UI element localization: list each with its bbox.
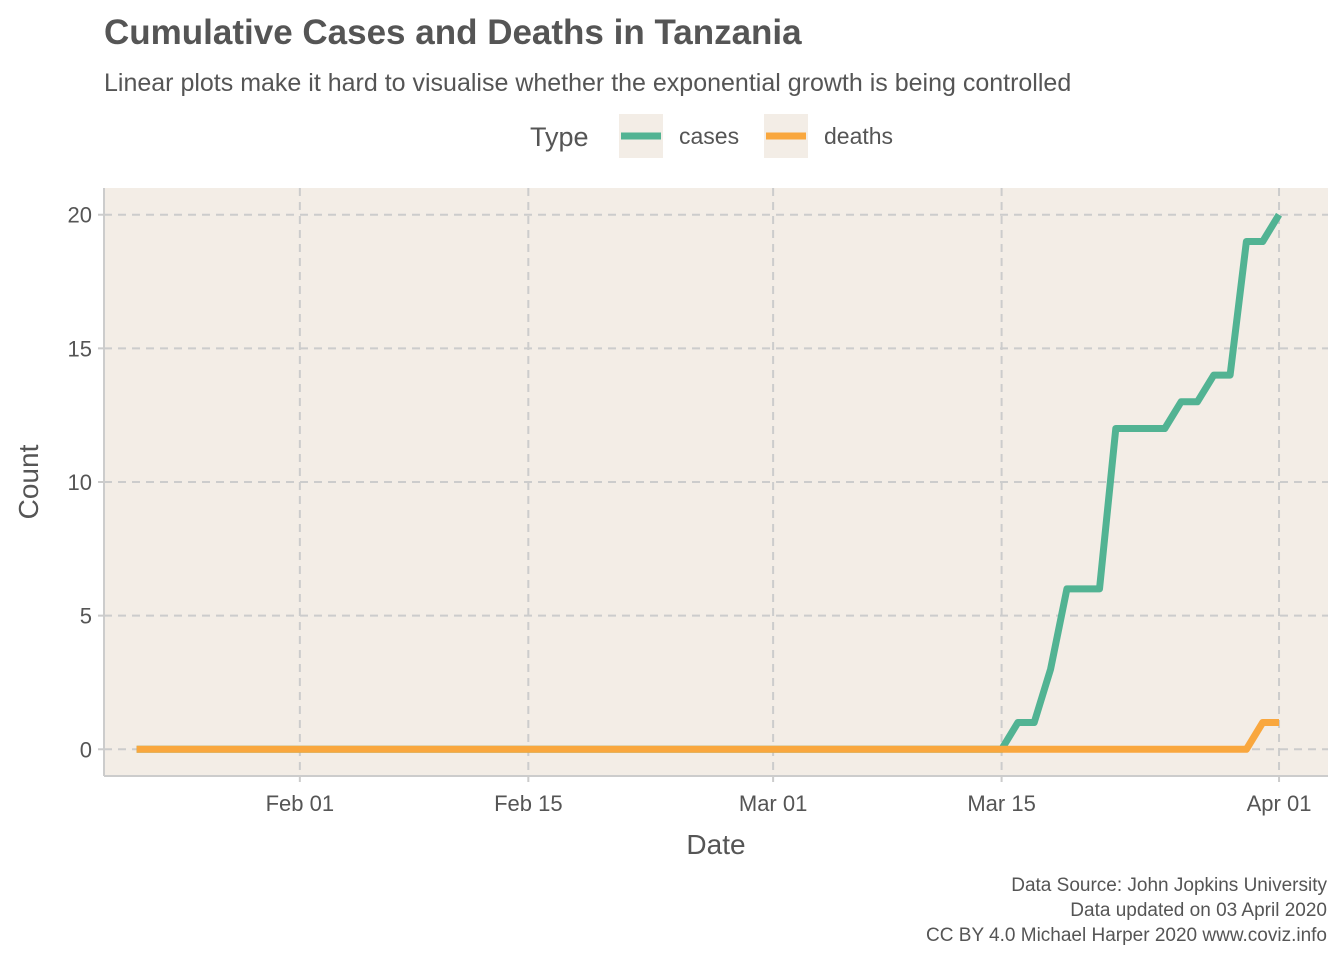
chart-subtitle: Linear plots make it hard to visualise w… — [104, 69, 1071, 97]
caption-line-1: Data Source: John Jopkins University — [1011, 875, 1327, 896]
legend-title: Type — [530, 122, 589, 152]
y-axis-title: Count — [13, 444, 44, 519]
legend-label-deaths: deaths — [824, 123, 893, 149]
series-line-cases — [136, 212, 1282, 753]
y-axis-ticks: 0 5 10 15 20 — [68, 203, 104, 762]
x-tick-label: Feb 15 — [494, 791, 563, 816]
y-tick-label: 15 — [68, 336, 92, 361]
x-tick-label: Mar 01 — [739, 791, 807, 816]
y-tick-label: 10 — [68, 470, 92, 495]
y-tick-label: 0 — [80, 737, 92, 762]
x-tick-label: Apr 01 — [1247, 791, 1312, 816]
x-tick-label: Feb 01 — [266, 791, 335, 816]
y-tick-label: 20 — [68, 203, 92, 228]
series-line-deaths — [136, 719, 1279, 753]
caption-line-2: Data updated on 03 April 2020 — [1070, 900, 1327, 921]
caption-line-3: CC BY 4.0 Michael Harper 2020 www.coviz.… — [926, 925, 1327, 946]
series-lines — [136, 212, 1282, 753]
chart-title: Cumulative Cases and Deaths in Tanzania — [104, 13, 802, 52]
legend: Type cases deaths — [530, 114, 893, 158]
y-tick-label: 5 — [80, 604, 92, 629]
legend-label-cases: cases — [679, 123, 739, 149]
x-axis-ticks: Feb 01 Feb 15 Mar 01 Mar 15 Apr 01 — [266, 776, 1312, 816]
x-tick-label: Mar 15 — [967, 791, 1035, 816]
x-axis-title: Date — [686, 829, 745, 860]
